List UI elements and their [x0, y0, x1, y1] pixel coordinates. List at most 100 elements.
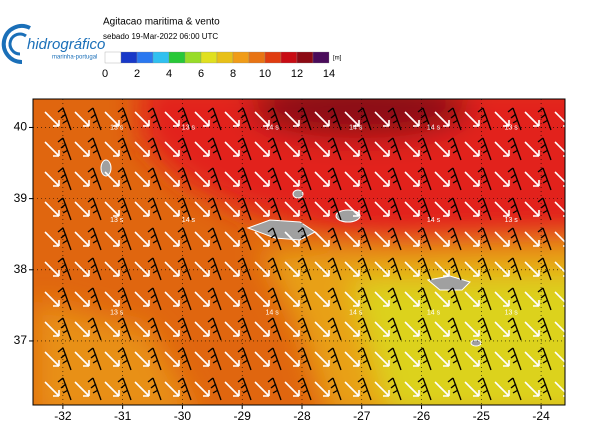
- wave-arrow: [44, 321, 60, 337]
- wind-barb: [357, 287, 372, 311]
- wind-barb: [387, 257, 402, 281]
- colorbar-tick-label: 0: [102, 68, 108, 80]
- colorbar-swatch: [312, 51, 330, 64]
- wave-arrow: [284, 171, 300, 187]
- wave-arrow: [104, 111, 120, 127]
- wave-arrow: [374, 321, 390, 337]
- wind-barb: [177, 257, 192, 281]
- wave-arrow: [464, 141, 480, 157]
- wind-barb: [507, 347, 522, 371]
- wind-barb: [237, 377, 252, 401]
- wave-arrow: [224, 141, 240, 157]
- wave-arrow: [374, 291, 390, 307]
- wave-arrow: [224, 231, 240, 247]
- wind-barb: [417, 287, 432, 311]
- wave-arrow: [374, 111, 390, 127]
- wind-barb: [57, 227, 72, 251]
- wind-barb: [87, 227, 102, 251]
- wind-barb: [267, 377, 282, 401]
- wave-arrow: [224, 111, 240, 127]
- wind-barb: [477, 227, 492, 251]
- wave-arrow: [524, 321, 540, 337]
- wind-barb: [237, 167, 252, 191]
- wave-arrow: [374, 201, 390, 217]
- wave-arrow: [344, 231, 360, 247]
- wind-barb: [327, 317, 342, 341]
- wind-barb: [357, 377, 372, 401]
- wave-arrow: [314, 351, 330, 367]
- period-label: 13 s: [110, 124, 124, 131]
- wave-arrow: [524, 111, 540, 127]
- lon-tick-label: -26: [413, 409, 431, 422]
- lon-tick-label: -31: [114, 409, 132, 422]
- wave-arrow: [344, 261, 360, 277]
- wind-barb: [568, 168, 581, 190]
- wave-arrow: [554, 171, 565, 187]
- wind-barb: [447, 287, 462, 311]
- wind-barb: [207, 197, 222, 221]
- darkred-zone: [250, 99, 470, 138]
- wave-arrow: [554, 141, 565, 157]
- wave-arrow: [134, 171, 150, 187]
- wind-barb: [297, 347, 312, 371]
- wind-barb: [147, 107, 162, 131]
- colorbar-swatch: [136, 51, 154, 64]
- wind-barb: [237, 257, 252, 281]
- wind-barb: [297, 197, 312, 221]
- wind-barb: [417, 167, 432, 191]
- lat-tick-label: 40: [14, 120, 28, 134]
- wave-arrow: [134, 201, 150, 217]
- wind-barb: [57, 317, 72, 341]
- wave-arrow: [404, 201, 420, 217]
- wave-arrow: [44, 141, 60, 157]
- wave-arrow: [524, 291, 540, 307]
- wave-arrow: [464, 171, 480, 187]
- wave-arrow: [464, 111, 480, 127]
- wind-barb: [477, 167, 492, 191]
- wave-arrow: [374, 351, 390, 367]
- wave-arrow: [284, 201, 300, 217]
- wave-arrow: [284, 261, 300, 277]
- wave-arrow: [284, 321, 300, 337]
- lon-tick-label: -24: [532, 409, 550, 422]
- colorbar-swatch: [168, 51, 186, 64]
- wind-barb: [357, 107, 372, 131]
- wind-barb: [267, 287, 282, 311]
- wind-barb: [447, 257, 462, 281]
- wave-arrow: [164, 171, 180, 187]
- wind-barb: [507, 167, 522, 191]
- wave-arrow: [134, 321, 150, 337]
- logo-swirl: [1, 24, 31, 65]
- wave-arrow: [284, 381, 300, 397]
- wave-arrow: [74, 351, 90, 367]
- wind-barb: [117, 167, 132, 191]
- wind-barb: [568, 108, 581, 130]
- wave-arrow: [44, 201, 60, 217]
- wave-arrow: [194, 351, 210, 367]
- wave-arrow: [494, 231, 510, 247]
- wind-barb: [57, 257, 72, 281]
- wind-barb: [568, 348, 581, 370]
- wind-barb: [267, 227, 282, 251]
- island: [100, 159, 112, 177]
- wave-arrow: [494, 141, 510, 157]
- wave-arrow: [374, 141, 390, 157]
- wave-arrow: [194, 201, 210, 217]
- wave-arrow: [254, 351, 270, 367]
- wind-barb: [177, 377, 192, 401]
- wave-arrow: [374, 261, 390, 277]
- wind-barb: [447, 377, 462, 401]
- wind-barb: [507, 197, 522, 221]
- wave-arrow: [164, 111, 180, 127]
- wind-barb: [87, 347, 102, 371]
- wave-arrow: [524, 201, 540, 217]
- wind-barb: [297, 317, 312, 341]
- wind-barb: [237, 107, 252, 131]
- wave-arrow: [224, 291, 240, 307]
- wind-barb: [327, 197, 342, 221]
- wave-arrow: [494, 321, 510, 337]
- wind-barb: [387, 197, 402, 221]
- wind-barb: [207, 317, 222, 341]
- wind-barb: [177, 317, 192, 341]
- wind-barb: [237, 137, 252, 161]
